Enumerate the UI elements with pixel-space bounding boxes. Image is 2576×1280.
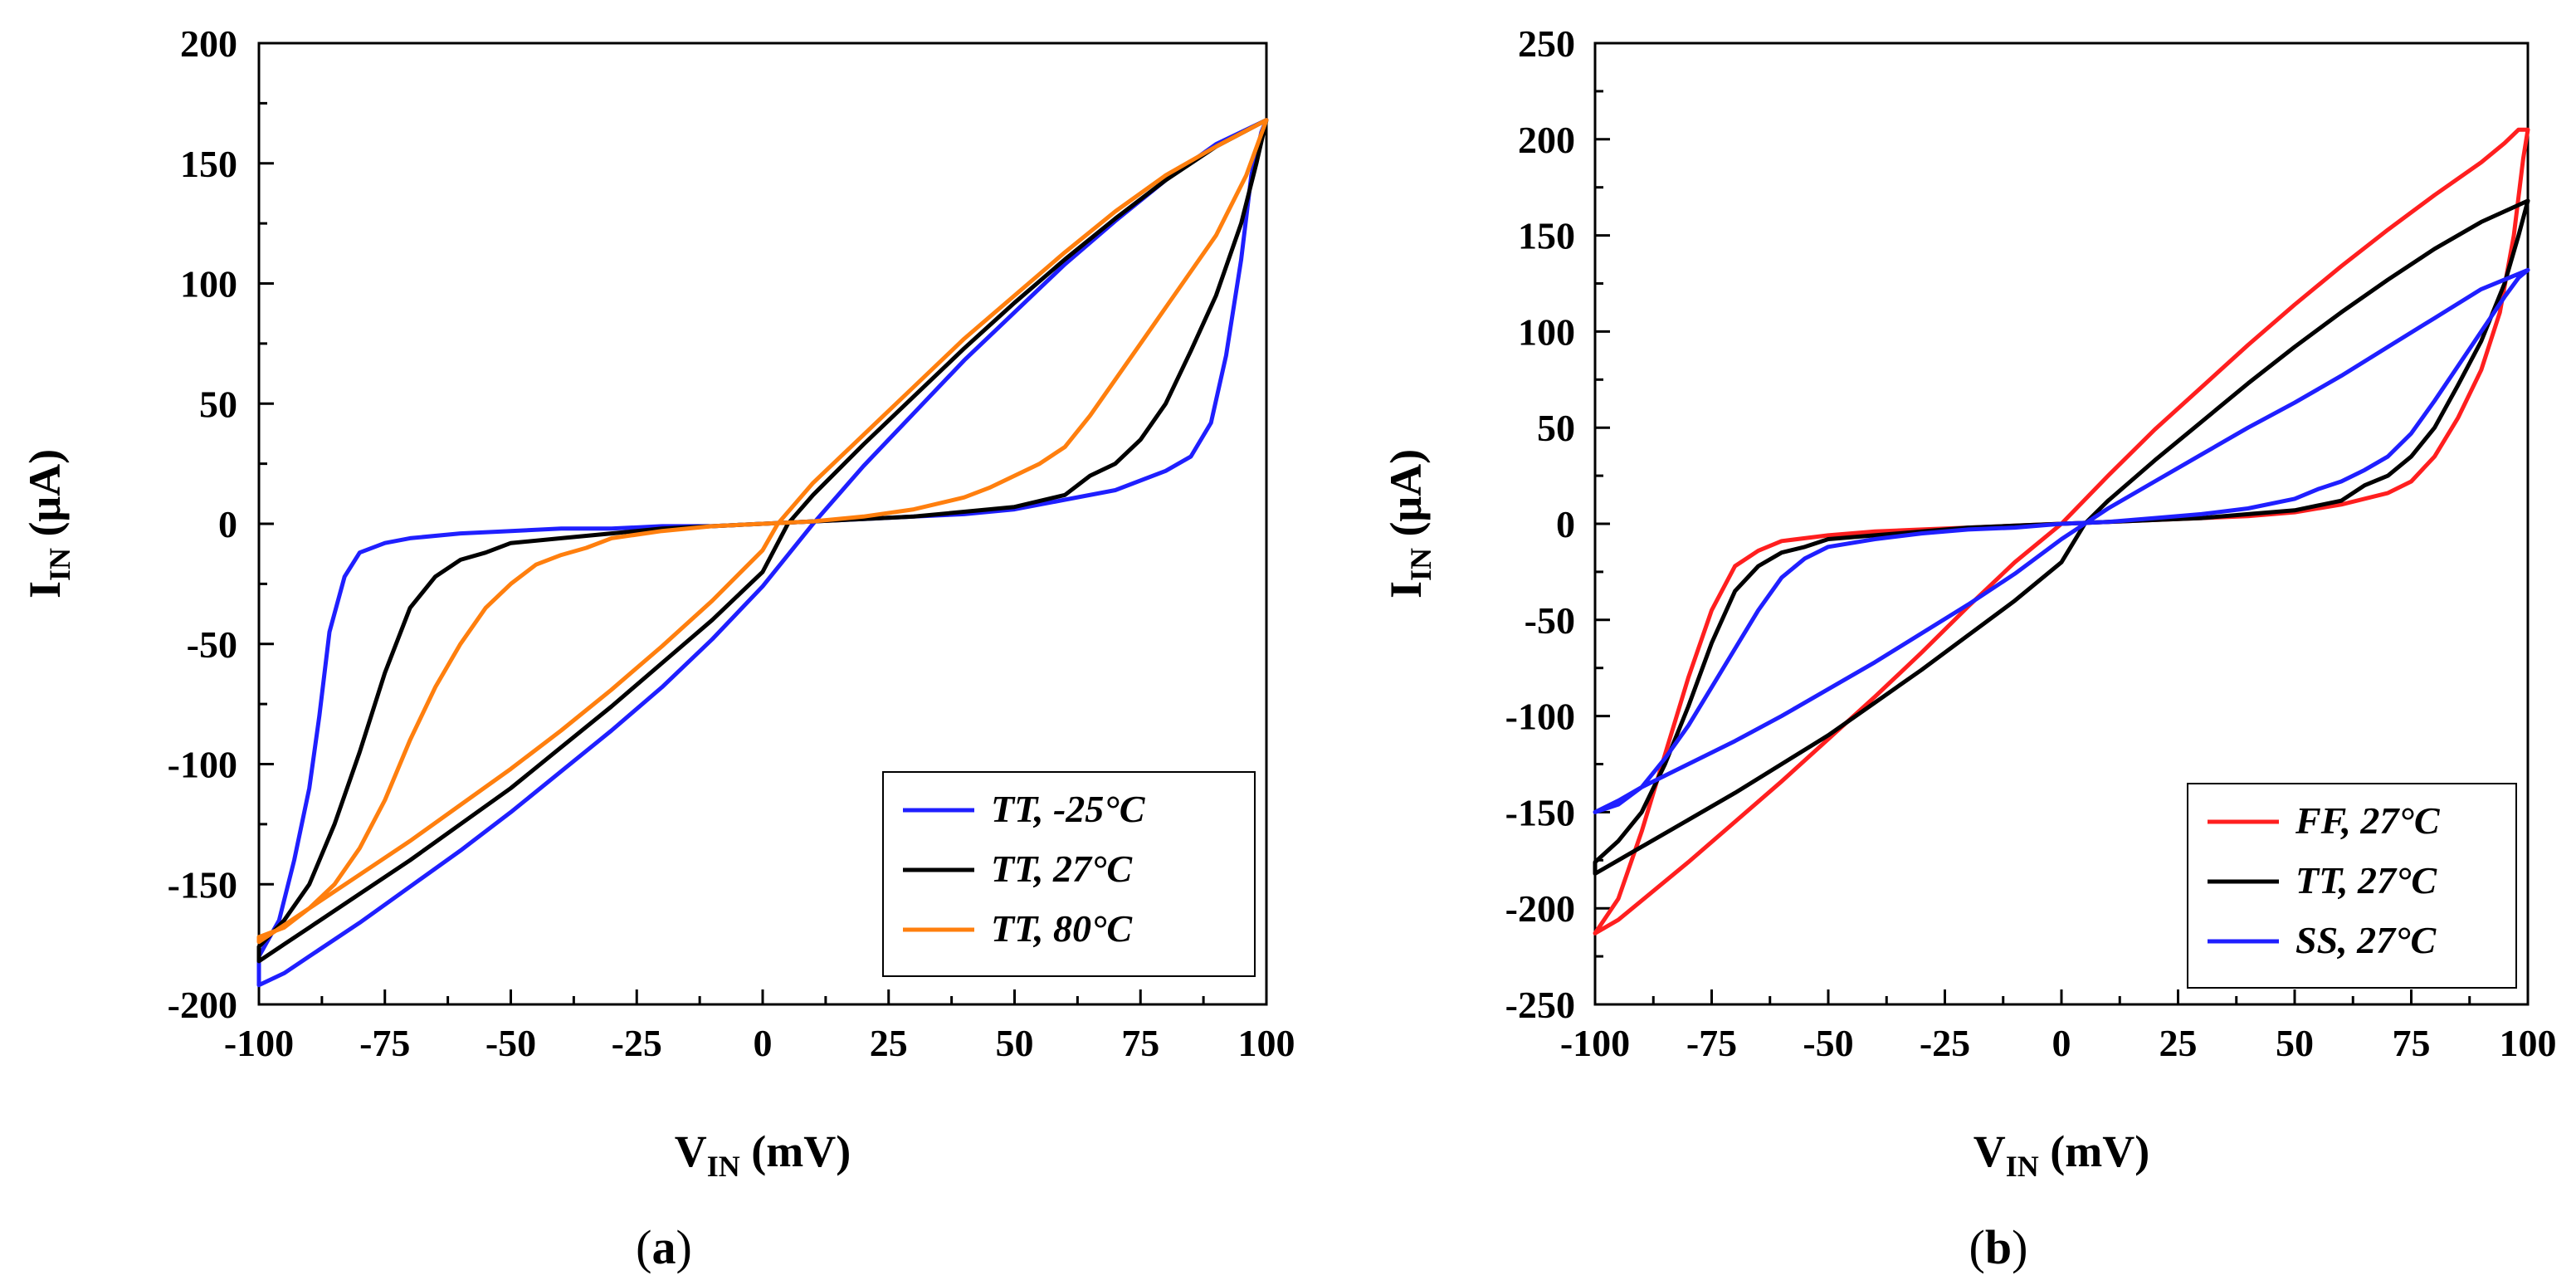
x-tick-label: -100: [224, 1022, 294, 1064]
y-tick-label: 100: [180, 263, 237, 305]
series-line-1: [256, 118, 1269, 988]
legend-label: TT, 80°C: [991, 907, 1133, 950]
x-tick-label: 100: [2500, 1022, 2557, 1064]
x-tick-label: 75: [2393, 1022, 2431, 1064]
x-tick-label: 0: [754, 1022, 773, 1064]
chart-panel-a: -100 -75 -50 -25 0 25 50 75 100 -200 -150 -100 -50 0 5…: [20, 22, 1295, 1274]
series-line-2: [1593, 198, 2530, 876]
legend-label: TT, 27°C: [991, 848, 1133, 890]
svg-text:IIN (μA): IIN (μA): [20, 449, 76, 598]
axis-ticks: -100 -75 -50 -25 0 25 50 75 100 -200 -150 -100 -50 0 5…: [168, 22, 1295, 1064]
x-tick-label: -50: [485, 1022, 536, 1064]
y-tick-label: -50: [1525, 599, 1575, 642]
y-axis-label: IIN (μA): [20, 449, 76, 598]
y-tick-label: 50: [1537, 407, 1575, 449]
legend-label: TT, 27°C: [2295, 859, 2437, 901]
x-tick-label: -25: [612, 1022, 662, 1064]
series-lines: [1593, 127, 2530, 936]
legend: FF, 27°C TT, 27°C SS, 27°C: [2187, 783, 2517, 989]
y-tick-label: -50: [187, 623, 237, 666]
y-tick-label: 200: [180, 22, 237, 65]
x-tick-label: 100: [1238, 1022, 1295, 1064]
y-tick-label: -150: [168, 863, 237, 906]
legend: TT, -25°C TT, 27°C TT, 80°C: [882, 771, 1256, 977]
series-line-3: [256, 118, 1269, 945]
x-tick-label: -25: [1920, 1022, 1970, 1064]
y-tick-label: 200: [1518, 119, 1575, 161]
x-tick-label: 25: [870, 1022, 908, 1064]
y-tick-label: 50: [199, 383, 237, 425]
x-tick-label: 25: [2159, 1022, 2198, 1064]
y-axis-label: IIN (μA): [1381, 449, 1437, 598]
legend-box: [882, 771, 1256, 977]
legend-label: SS, 27°C: [2295, 919, 2437, 961]
x-tick-label: 50: [2276, 1022, 2314, 1064]
axis-ticks: -100 -75 -50 -25 0 25 50 75 100-250-200-150-100-…: [1505, 22, 2557, 1064]
y-tick-label: 100: [1518, 310, 1575, 353]
y-tick-label: -150: [1505, 791, 1575, 833]
panel-caption: (b): [1969, 1220, 2028, 1274]
y-tick-label: 150: [1518, 215, 1575, 257]
y-tick-label: -100: [1505, 696, 1575, 738]
y-tick-label: -250: [1505, 984, 1575, 1026]
svg-text:VIN (mV): VIN (mV): [675, 1126, 851, 1183]
series-line-2: [256, 118, 1269, 964]
svg-text:IIN (μA): IIN (μA): [1381, 449, 1437, 598]
legend-label: TT, -25°C: [991, 788, 1146, 830]
x-tick-label: -50: [1803, 1022, 1853, 1064]
x-tick-label: -75: [359, 1022, 410, 1064]
panel-caption: (a): [636, 1220, 692, 1274]
x-axis-label: VIN (mV): [1973, 1126, 2149, 1183]
series-line-1: [1593, 127, 2530, 936]
chart-panel-b: -100 -75 -50 -25 0 25 50 75 100-250-200-150-100-…: [1381, 22, 2557, 1274]
x-tick-label: -75: [1686, 1022, 1737, 1064]
y-tick-label: 0: [218, 503, 237, 545]
y-tick-label: -100: [168, 744, 237, 786]
y-tick-label: 150: [180, 143, 237, 185]
svg-text:VIN (mV): VIN (mV): [1973, 1126, 2149, 1183]
x-tick-label: 0: [2052, 1022, 2071, 1064]
y-tick-label: 0: [1556, 503, 1575, 545]
x-tick-label: -100: [1560, 1022, 1630, 1064]
y-tick-label: -200: [168, 984, 237, 1026]
x-tick-label: 50: [996, 1022, 1034, 1064]
y-tick-label: 250: [1518, 22, 1575, 65]
x-tick-label: 75: [1121, 1022, 1159, 1064]
series-line-3: [1593, 267, 2530, 814]
series-lines: [256, 118, 1269, 988]
legend-label: FF, 27°C: [2295, 799, 2441, 842]
x-axis-label: VIN (mV): [675, 1126, 851, 1183]
y-tick-label: -200: [1505, 887, 1575, 930]
legend-box: [2187, 783, 2517, 989]
